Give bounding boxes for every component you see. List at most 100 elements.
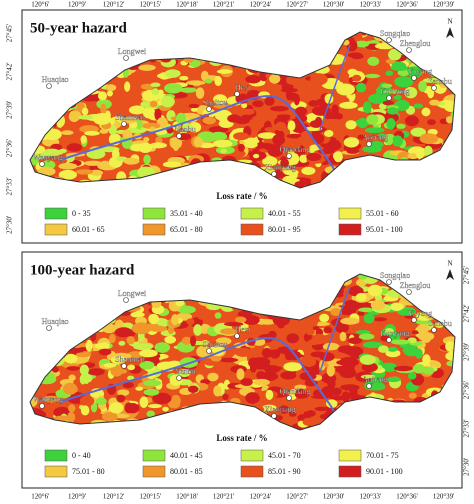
hazard-patch (262, 404, 277, 411)
hazard-patch (297, 135, 314, 144)
hazard-patch (190, 335, 197, 347)
hazard-patch (235, 316, 247, 323)
legend-title: Loss rate / % (216, 191, 267, 201)
hazard-patch (378, 345, 389, 353)
hazard-patch (178, 368, 191, 378)
hazard-patch (258, 318, 277, 325)
place-marker (46, 325, 52, 331)
hazard-patch (306, 152, 322, 162)
legend-label: 40.01 - 55 (268, 209, 301, 218)
hazard-patch (154, 342, 171, 353)
hazard-patch (193, 324, 202, 336)
hazard-patch (272, 134, 285, 146)
hazard-patch (130, 311, 145, 318)
place-marker (121, 363, 127, 369)
hazard-patch (164, 335, 176, 344)
hazard-patch (268, 330, 277, 339)
hazard-patch (85, 339, 93, 352)
hazard-patch (295, 106, 308, 116)
hazard-patch (299, 154, 309, 163)
hazard-patch (80, 135, 87, 144)
hazard-patch (164, 82, 183, 94)
hazard-patch (417, 323, 430, 334)
hazard-patch (50, 150, 64, 155)
hazard-patch (302, 417, 314, 426)
place-marker (386, 279, 392, 285)
north-label: N (447, 260, 452, 268)
x-label: 120°15' (140, 1, 162, 9)
hazard-patch (252, 153, 260, 159)
hazard-patch (84, 130, 100, 136)
legend-label: 0 - 40 (72, 451, 91, 460)
hazard-patch (61, 130, 74, 136)
legend-swatch (240, 465, 264, 478)
hazard-patch (138, 64, 156, 71)
place-marker (366, 141, 372, 147)
hazard-patch (411, 330, 419, 335)
hazard-patch (403, 347, 420, 357)
hazard-patch (416, 150, 424, 159)
panel-title: 50-year hazard (30, 20, 127, 36)
hazard-patch (294, 384, 307, 390)
x-label: 120°36' (396, 493, 418, 501)
hazard-patch (305, 328, 315, 336)
hazard-patch (367, 56, 380, 66)
hazard-patch (101, 411, 118, 422)
x-label: 120°24' (250, 1, 272, 9)
hazard-patch (445, 116, 454, 124)
hazard-patch (133, 343, 153, 351)
hazard-patch (149, 142, 168, 149)
hazard-patch (385, 70, 394, 77)
legend-swatch (44, 223, 68, 236)
hazard-patch (186, 318, 195, 325)
hazard-patch (207, 372, 219, 382)
hazard-patch (265, 365, 283, 372)
hazard-patch (407, 153, 419, 160)
y-label: 27°33' (6, 177, 14, 195)
legend-swatch (142, 449, 166, 462)
hazard-patch (347, 52, 363, 58)
place-marker (271, 413, 277, 419)
hazard-patch (68, 110, 80, 123)
hazard-patch (170, 394, 181, 407)
legend-label: 85.01 - 90 (268, 467, 301, 476)
hazard-patch (347, 337, 363, 344)
hazard-patch (420, 333, 432, 344)
hazard-patch (367, 284, 383, 297)
hazard-patch (270, 105, 289, 112)
y-label: 27°45' (463, 266, 471, 284)
hazard-patch (285, 75, 298, 85)
place-label: Sanabu (428, 77, 452, 86)
hazard-patch (311, 333, 327, 345)
hazard-patch (405, 115, 419, 127)
hazard-patch (66, 366, 81, 371)
river (319, 286, 351, 373)
hazard-patch (195, 87, 205, 99)
hazard-patch (390, 302, 404, 312)
place-label: Aojiang (362, 133, 388, 142)
hazard-patch (408, 67, 422, 79)
y-label: 27°36' (463, 381, 471, 399)
x-label: 120°24' (250, 493, 272, 501)
hazard-patch (373, 317, 387, 322)
hazard-patch (352, 74, 362, 82)
hazard-patch (241, 102, 248, 109)
place-label: Wanyang (33, 395, 63, 404)
hazard-patch (330, 308, 342, 317)
hazard-patch (167, 326, 175, 335)
hazard-patch (197, 311, 205, 320)
hazard-patch (122, 382, 135, 389)
hazard-patch (188, 103, 200, 109)
hazard-patch (359, 354, 376, 365)
place-marker (406, 47, 412, 53)
hazard-patch (421, 107, 431, 117)
hazard-patch (367, 382, 386, 391)
hazard-patch (445, 341, 455, 352)
place-marker (121, 121, 127, 127)
place-label: Shuitou (203, 340, 228, 349)
hazard-patch (242, 315, 260, 325)
hazard-patch (245, 392, 260, 404)
place-label: Shanmen (115, 355, 145, 364)
north-arrow (446, 269, 454, 280)
place-marker (286, 153, 292, 159)
